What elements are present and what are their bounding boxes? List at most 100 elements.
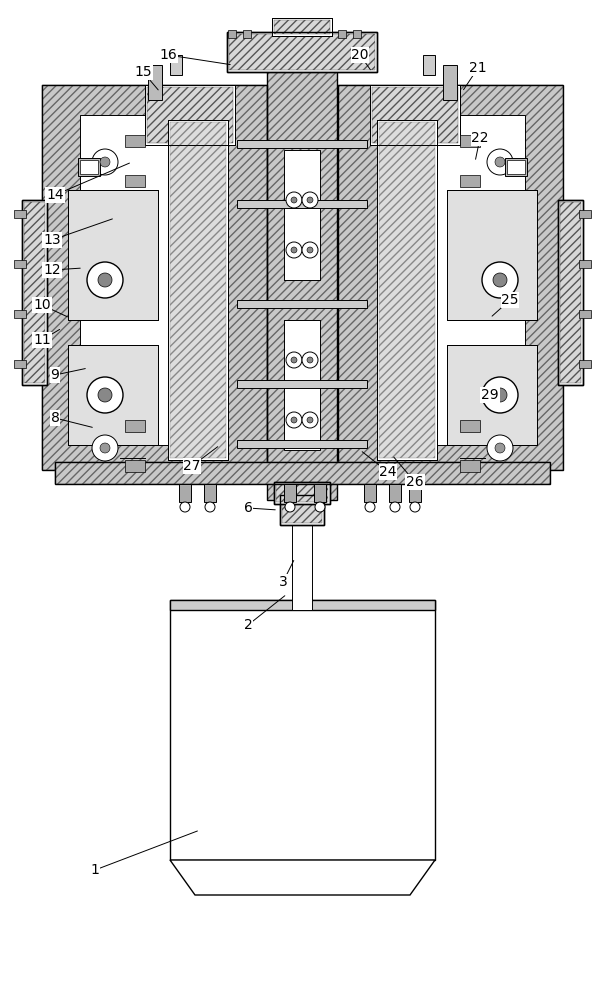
Circle shape — [315, 502, 325, 512]
Bar — [55, 462, 550, 484]
Bar — [229, 34, 375, 70]
Bar — [125, 460, 145, 472]
Text: 10: 10 — [33, 298, 51, 312]
Circle shape — [307, 357, 313, 363]
Bar — [377, 120, 437, 460]
Circle shape — [302, 352, 318, 368]
Text: 12: 12 — [43, 263, 61, 277]
Circle shape — [482, 377, 518, 413]
Bar — [447, 345, 537, 445]
Bar — [14, 210, 26, 218]
Bar — [274, 482, 330, 504]
Bar — [80, 115, 225, 445]
Circle shape — [487, 435, 513, 461]
Circle shape — [487, 149, 513, 175]
Circle shape — [302, 412, 318, 428]
Bar — [170, 600, 435, 860]
Text: 16: 16 — [159, 48, 177, 62]
Bar — [272, 18, 332, 36]
Bar — [274, 482, 330, 504]
Text: 26: 26 — [406, 475, 424, 489]
Circle shape — [205, 502, 215, 512]
Circle shape — [286, 242, 302, 258]
Circle shape — [307, 197, 313, 203]
Bar — [389, 484, 401, 502]
Circle shape — [92, 435, 118, 461]
Bar — [22, 200, 47, 385]
Circle shape — [291, 197, 297, 203]
Text: 22: 22 — [471, 131, 489, 145]
Bar — [145, 85, 235, 145]
Bar — [338, 85, 563, 470]
Circle shape — [286, 192, 302, 208]
Text: 29: 29 — [481, 388, 499, 402]
Bar — [68, 345, 158, 445]
Bar — [579, 360, 591, 368]
Bar — [68, 190, 158, 320]
Text: 8: 8 — [51, 411, 59, 425]
Circle shape — [302, 242, 318, 258]
Circle shape — [98, 388, 112, 402]
Bar — [170, 122, 226, 458]
Bar — [372, 87, 458, 143]
Bar — [237, 440, 367, 448]
Text: 9: 9 — [51, 368, 59, 382]
Bar — [460, 460, 480, 472]
Circle shape — [495, 443, 505, 453]
Circle shape — [390, 502, 400, 512]
Circle shape — [180, 502, 190, 512]
Circle shape — [365, 502, 375, 512]
Bar — [507, 160, 525, 174]
Bar — [80, 160, 98, 174]
Circle shape — [87, 377, 123, 413]
Bar — [42, 85, 267, 470]
Circle shape — [291, 247, 297, 253]
Bar — [353, 30, 361, 38]
Bar — [276, 484, 328, 502]
Circle shape — [291, 357, 297, 363]
Bar — [338, 30, 346, 38]
Bar — [423, 55, 435, 75]
Bar — [370, 85, 460, 145]
Bar — [78, 158, 100, 176]
Circle shape — [286, 412, 302, 428]
Circle shape — [285, 502, 295, 512]
Bar — [379, 122, 435, 458]
Polygon shape — [170, 860, 435, 895]
Bar — [145, 85, 235, 145]
Bar — [68, 345, 158, 445]
Circle shape — [493, 388, 507, 402]
Text: 21: 21 — [469, 61, 487, 75]
Bar — [170, 55, 182, 75]
Circle shape — [307, 247, 313, 253]
Bar — [338, 85, 563, 470]
Bar — [558, 200, 583, 385]
Text: 6: 6 — [244, 501, 252, 515]
Circle shape — [302, 192, 318, 208]
Bar — [55, 462, 550, 484]
Text: 27: 27 — [183, 459, 201, 473]
Text: 24: 24 — [379, 465, 397, 479]
Bar — [22, 200, 47, 385]
Circle shape — [493, 273, 507, 287]
Bar — [280, 495, 324, 525]
Circle shape — [495, 157, 505, 167]
Bar — [364, 484, 376, 502]
Circle shape — [100, 443, 110, 453]
Bar — [68, 190, 158, 320]
Text: 13: 13 — [43, 233, 61, 247]
Bar — [380, 115, 525, 445]
Circle shape — [92, 149, 118, 175]
Bar — [14, 260, 26, 268]
Bar — [125, 135, 145, 147]
Circle shape — [87, 262, 123, 298]
Bar — [579, 210, 591, 218]
Bar — [267, 70, 337, 500]
Bar — [284, 150, 320, 280]
Bar — [168, 120, 228, 460]
Bar — [204, 484, 216, 502]
Circle shape — [307, 417, 313, 423]
Circle shape — [100, 157, 110, 167]
Bar — [447, 190, 537, 320]
Bar — [284, 320, 320, 450]
